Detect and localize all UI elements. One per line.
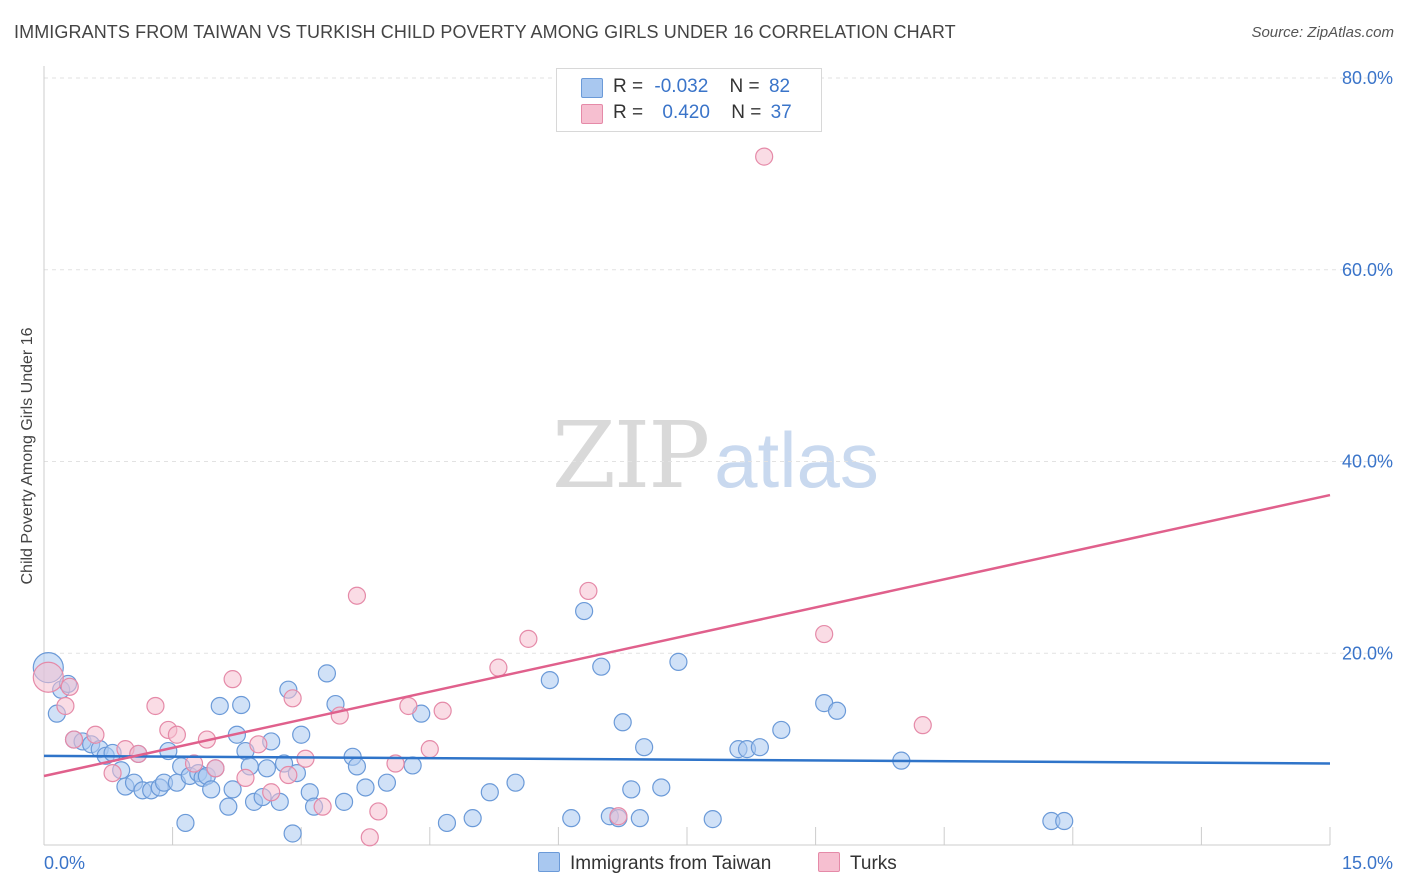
legend-r-label: R = <box>613 102 644 123</box>
point-turks <box>184 754 204 773</box>
point-turks <box>313 797 332 816</box>
point-taiwan <box>347 757 367 776</box>
watermark-atlas: atlas <box>714 416 879 504</box>
bottom-legend-swatch-turks <box>818 852 840 872</box>
point-turks <box>489 658 508 677</box>
y-tick-label: 40.0% <box>1342 452 1393 472</box>
legend-n-value-turks: 37 <box>770 102 792 123</box>
trend-line-turks <box>43 493 1331 778</box>
point-taiwan <box>630 809 649 828</box>
point-taiwan <box>506 773 525 792</box>
point-turks <box>223 670 242 689</box>
point-turks <box>249 735 268 754</box>
legend-r-label: R = <box>613 76 644 97</box>
point-taiwan <box>257 759 277 778</box>
legend-n-value-taiwan: 82 <box>768 76 791 97</box>
point-turks <box>283 689 302 708</box>
point-turks <box>236 768 255 787</box>
point-taiwan <box>403 756 422 775</box>
point-taiwan <box>176 813 195 833</box>
point-taiwan <box>210 696 229 716</box>
point-turks <box>420 740 439 759</box>
point-taiwan <box>232 695 251 715</box>
point-turks <box>56 696 75 716</box>
point-turks <box>146 696 165 716</box>
point-taiwan <box>223 780 242 799</box>
point-taiwan <box>202 780 221 799</box>
point-taiwan <box>772 720 791 740</box>
correlation-legend: R = -0.032 N = 82 R = 0.420 N = 37 <box>556 68 822 132</box>
point-turks <box>60 677 79 696</box>
legend-swatch-taiwan <box>581 78 603 98</box>
trend-line-taiwan <box>43 754 1331 765</box>
point-taiwan <box>703 810 722 829</box>
point-taiwan <box>540 670 559 690</box>
bottom-legend-turks: Turks <box>818 852 897 875</box>
point-turks <box>347 586 367 605</box>
point-turks <box>755 147 774 166</box>
point-turks <box>386 754 405 773</box>
point-taiwan <box>635 738 654 757</box>
y-tick-label: 60.0% <box>1342 260 1393 280</box>
point-taiwan <box>652 778 671 797</box>
point-turks <box>296 749 315 768</box>
point-turks <box>206 759 225 778</box>
y-tick-label: 20.0% <box>1342 643 1393 663</box>
point-taiwan <box>622 780 641 799</box>
y-tick-label: 80.0% <box>1342 68 1393 88</box>
chart-title: IMMIGRANTS FROM TAIWAN VS TURKISH CHILD … <box>14 22 956 42</box>
point-taiwan <box>292 725 311 744</box>
bottom-legend-swatch-taiwan <box>538 852 560 872</box>
bottom-legend-taiwan: Immigrants from Taiwan <box>538 852 771 875</box>
legend-n-label: N = <box>729 76 760 97</box>
x-tick-label: 0.0% <box>44 853 85 873</box>
bottom-legend-label-turks: Turks <box>850 853 897 874</box>
zipatlas-watermark: ZIPatlas <box>552 402 879 509</box>
point-turks <box>399 696 418 716</box>
point-turks <box>86 725 105 744</box>
point-turks <box>32 661 64 693</box>
point-taiwan <box>613 713 632 732</box>
watermark-zip: ZIP <box>552 402 710 509</box>
bottom-legend-label-taiwan: Immigrants from Taiwan <box>570 853 772 874</box>
x-tick-label: 15.0% <box>1342 853 1393 873</box>
point-taiwan <box>283 824 302 843</box>
source-credit: Source: ZipAtlas.com <box>1251 24 1394 41</box>
legend-n-label: N = <box>731 102 762 123</box>
point-taiwan <box>827 701 847 720</box>
point-taiwan <box>219 797 238 816</box>
point-taiwan <box>592 657 611 676</box>
point-taiwan <box>1055 811 1074 831</box>
point-taiwan <box>480 783 499 802</box>
point-taiwan <box>750 738 769 757</box>
point-turks <box>103 763 122 783</box>
point-turks <box>579 581 598 601</box>
point-turks <box>913 716 932 735</box>
point-turks <box>815 624 834 644</box>
legend-swatch-turks <box>581 104 603 124</box>
point-taiwan <box>334 792 354 811</box>
point-taiwan <box>669 652 688 671</box>
point-taiwan <box>356 778 375 797</box>
point-taiwan <box>437 813 457 833</box>
point-taiwan <box>377 773 397 792</box>
point-turks <box>279 765 298 785</box>
point-taiwan <box>562 809 581 828</box>
point-turks <box>433 701 452 720</box>
point-turks <box>360 828 379 847</box>
legend-r-value-turks: 0.420 <box>662 102 710 123</box>
point-taiwan <box>463 809 482 828</box>
legend-r-value-taiwan: -0.032 <box>654 76 709 97</box>
point-turks <box>167 725 186 744</box>
point-turks <box>369 802 388 821</box>
point-taiwan <box>575 601 594 621</box>
point-turks <box>262 783 281 802</box>
point-turks <box>64 730 84 749</box>
point-turks <box>519 629 538 648</box>
point-turks <box>609 807 628 826</box>
point-taiwan <box>317 664 337 683</box>
